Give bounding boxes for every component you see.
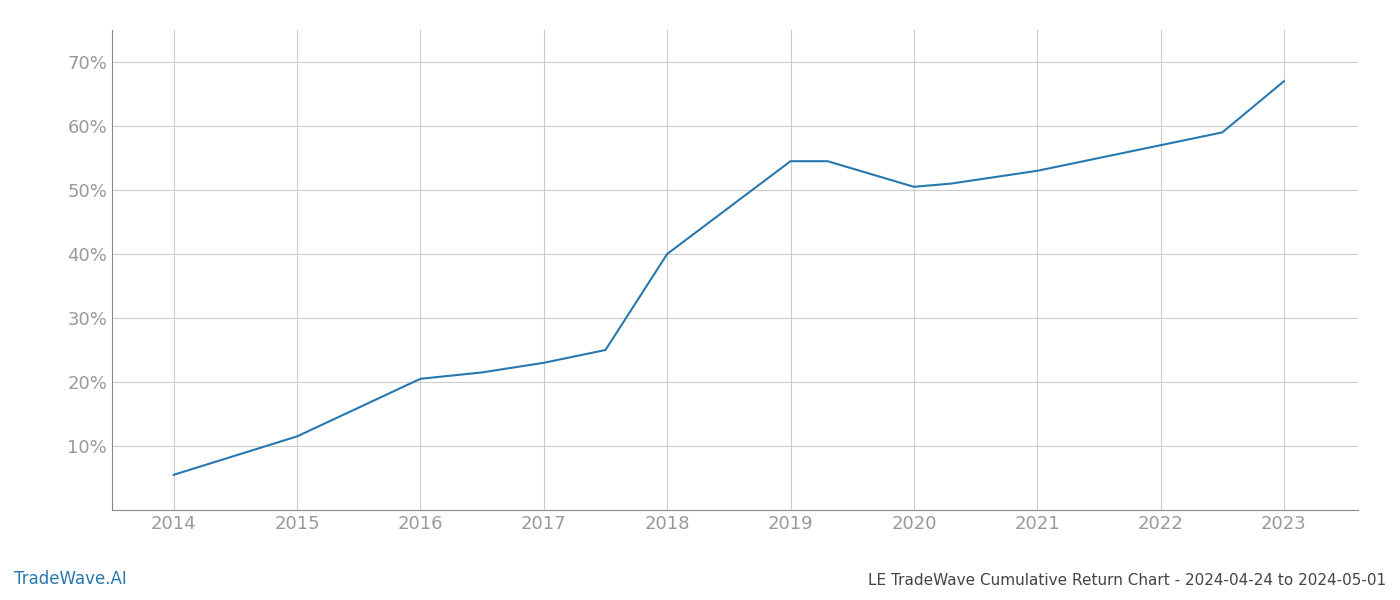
Text: LE TradeWave Cumulative Return Chart - 2024-04-24 to 2024-05-01: LE TradeWave Cumulative Return Chart - 2… [868, 573, 1386, 588]
Text: TradeWave.AI: TradeWave.AI [14, 570, 127, 588]
